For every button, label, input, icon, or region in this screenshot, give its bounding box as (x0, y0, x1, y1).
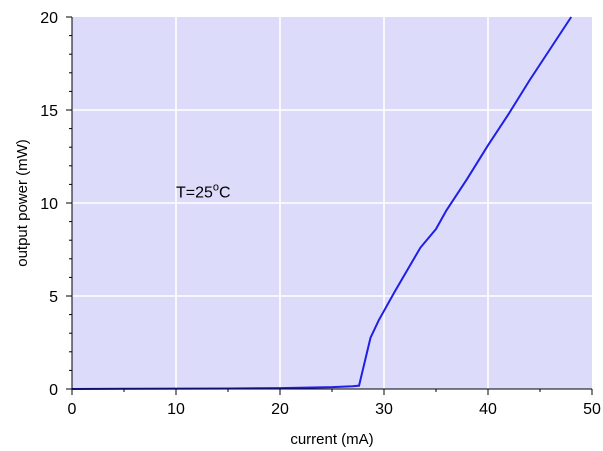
series-line (71, 16, 573, 390)
y-tick-label: 5 (49, 289, 58, 306)
y-tick-label: 20 (40, 10, 58, 27)
y-tick-label: 0 (49, 382, 58, 399)
temperature-annotation: T=25oC (176, 181, 231, 201)
x-tick-label: 50 (583, 401, 601, 418)
grid (72, 17, 592, 389)
x-tick-label: 0 (68, 401, 77, 418)
x-axis-title: current (mA) (290, 431, 373, 448)
x-tick-label: 30 (375, 401, 393, 418)
tick-labels: 0 10 20 30 40 50 0 5 10 15 20 (40, 10, 601, 418)
y-axis-title: output power (mW) (14, 139, 31, 267)
x-tick-label: 40 (479, 401, 497, 418)
y-tick-label: 15 (40, 103, 58, 120)
x-tick-label: 10 (167, 401, 185, 418)
x-tick-label: 20 (271, 401, 289, 418)
y-tick-label: 10 (40, 196, 58, 213)
